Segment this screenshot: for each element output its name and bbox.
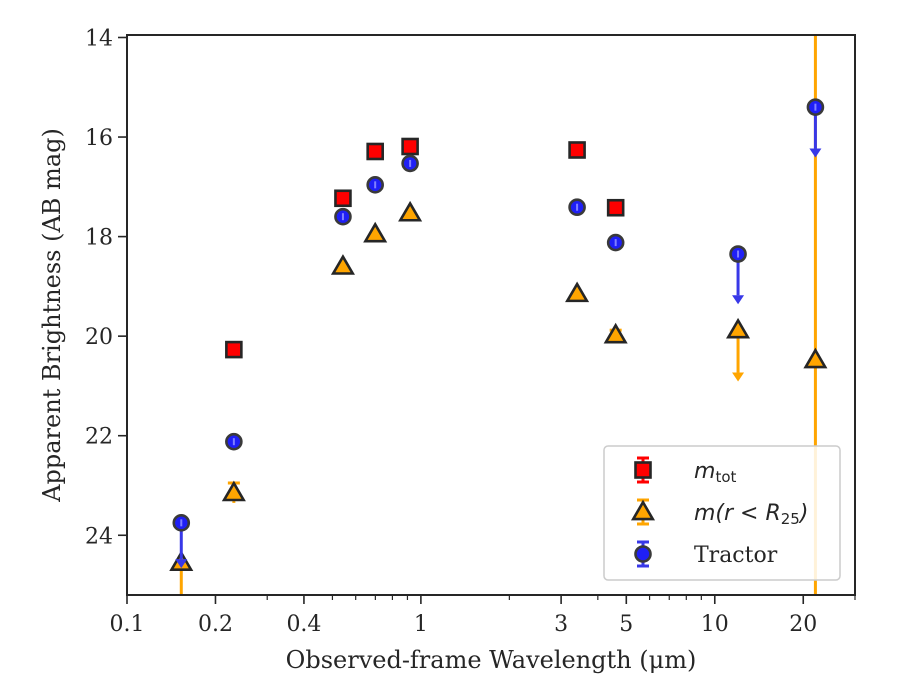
- legend-label-m-tot: mtot: [694, 459, 736, 486]
- data-layer: [169, 35, 828, 595]
- legend-label-m-tot-base: m: [694, 459, 715, 484]
- marker-m-r25: [803, 347, 828, 369]
- marker-m-r25: [221, 480, 246, 502]
- y-tick-label: 18: [85, 226, 113, 251]
- legend-marker-m-tot: [634, 461, 652, 479]
- legend-marker-tractor: [634, 545, 652, 563]
- legend: mtot m(r < R25) Tractor: [603, 445, 841, 581]
- axis-ticks: 0.1 0.2 0.4 1 3 5 10 20 14 16 18 20 22 24: [85, 26, 856, 637]
- marker-m-r25: [330, 254, 355, 275]
- marker-m-tot: [606, 198, 625, 217]
- legend-label-tractor: Tractor: [694, 543, 778, 568]
- legend-label-m-r25-base: m(r < R: [694, 501, 781, 526]
- marker-m-tot: [568, 141, 586, 159]
- legend-marker-m-r25: [630, 499, 656, 521]
- x-tick-label: 20: [789, 612, 817, 637]
- legend-frame: [603, 445, 841, 581]
- series-tractor: [172, 98, 825, 569]
- marker-m-r25: [565, 281, 590, 303]
- y-tick-label: 22: [85, 425, 113, 450]
- limit-arrow-tractor: [732, 295, 745, 305]
- limit-arrow-tractor: [175, 559, 188, 569]
- legend-label-m-r25-close: ): [798, 501, 809, 526]
- y-tick-label: 16: [85, 126, 113, 151]
- x-tick-label: 0.4: [286, 612, 321, 637]
- legend-label-m-r25-sub: 25: [781, 510, 800, 528]
- x-tick-label: 0.1: [110, 612, 145, 637]
- limit-arrow-m-r25: [732, 372, 745, 382]
- marker-m-r25: [398, 200, 423, 222]
- marker-m-r25: [363, 221, 388, 243]
- y-tick-label: 24: [85, 524, 113, 549]
- marker-m-tot: [334, 189, 352, 208]
- y-axis-label: Apparent Brightness (AB mag): [38, 128, 66, 503]
- marker-m-tot: [225, 340, 243, 359]
- y-tick-label: 20: [85, 325, 113, 350]
- marker-m-tot: [366, 142, 384, 161]
- series-m-r25: [169, 35, 828, 595]
- marker-m-r25: [726, 317, 751, 339]
- marker-m-r25: [603, 322, 628, 344]
- marker-m-tot: [401, 137, 419, 156]
- x-tick-label: 0.2: [198, 612, 233, 637]
- x-axis-label: Observed-frame Wavelength (μm): [286, 646, 697, 674]
- plot-frame: [126, 34, 856, 596]
- x-tick-label: 10: [701, 612, 729, 637]
- x-tick-label: 5: [619, 612, 633, 637]
- limit-arrow-tractor: [809, 148, 822, 158]
- x-tick-label: 3: [554, 612, 568, 637]
- legend-label-m-r25: m(r < R25): [694, 501, 808, 528]
- y-tick-label: 14: [85, 26, 113, 51]
- legend-label-m-tot-sub: tot: [715, 468, 736, 486]
- x-tick-label: 1: [414, 612, 428, 637]
